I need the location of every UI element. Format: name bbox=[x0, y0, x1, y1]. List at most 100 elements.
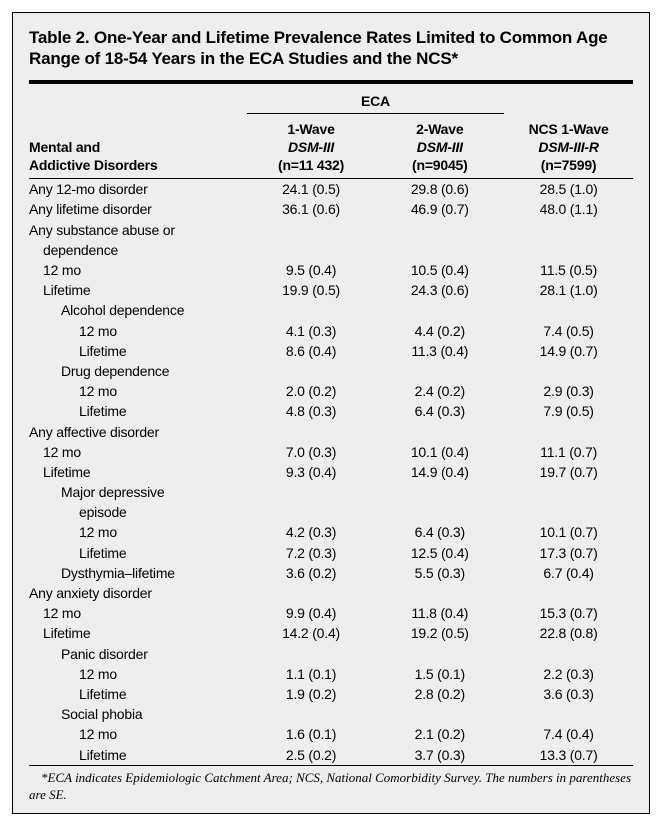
data-cell: 10.5 (0.4) bbox=[375, 260, 504, 280]
table-row: 12 mo9.5 (0.4)10.5 (0.4)11.5 (0.5) bbox=[29, 260, 633, 280]
data-cell: 2.4 (0.2) bbox=[375, 381, 504, 401]
data-cell bbox=[504, 704, 633, 724]
data-cell bbox=[504, 220, 633, 240]
data-cell: 1.6 (0.1) bbox=[247, 724, 376, 744]
table-row: dependence bbox=[29, 240, 633, 260]
data-cell bbox=[375, 482, 504, 502]
data-cell: 9.9 (0.4) bbox=[247, 603, 376, 623]
row-label: 12 mo bbox=[29, 381, 247, 401]
data-cell: 9.5 (0.4) bbox=[247, 260, 376, 280]
data-cell: 1.9 (0.2) bbox=[247, 684, 376, 704]
data-cell: 3.6 (0.3) bbox=[504, 684, 633, 704]
table-row: Any affective disorder bbox=[29, 422, 633, 442]
data-cell bbox=[504, 361, 633, 381]
data-cell: 14.9 (0.4) bbox=[375, 462, 504, 482]
row-label: Lifetime bbox=[29, 280, 247, 300]
data-cell: 6.7 (0.4) bbox=[504, 563, 633, 583]
data-cell: 14.9 (0.7) bbox=[504, 341, 633, 361]
data-cell: 28.5 (1.0) bbox=[504, 179, 633, 200]
row-label: Panic disorder bbox=[29, 644, 247, 664]
data-cell: 1.1 (0.1) bbox=[247, 664, 376, 684]
data-table: ECA Mental and Addictive Disorders 1-Wav… bbox=[29, 84, 633, 765]
row-label: Any lifetime disorder bbox=[29, 199, 247, 219]
data-cell bbox=[247, 644, 376, 664]
data-cell: 9.3 (0.4) bbox=[247, 462, 376, 482]
data-cell: 11.8 (0.4) bbox=[375, 603, 504, 623]
data-cell bbox=[247, 704, 376, 724]
row-label: dependence bbox=[29, 240, 247, 260]
data-cell: 36.1 (0.6) bbox=[247, 199, 376, 219]
data-cell: 2.1 (0.2) bbox=[375, 724, 504, 744]
data-cell: 3.6 (0.2) bbox=[247, 563, 376, 583]
data-cell: 17.3 (0.7) bbox=[504, 543, 633, 563]
data-cell: 7.9 (0.5) bbox=[504, 401, 633, 421]
table-row: Lifetime14.2 (0.4)19.2 (0.5)22.8 (0.8) bbox=[29, 623, 633, 643]
data-cell bbox=[375, 240, 504, 260]
row-label: Lifetime bbox=[29, 623, 247, 643]
data-cell bbox=[247, 240, 376, 260]
data-cell bbox=[247, 361, 376, 381]
table-row: Lifetime7.2 (0.3)12.5 (0.4)17.3 (0.7) bbox=[29, 543, 633, 563]
data-cell: 24.1 (0.5) bbox=[247, 179, 376, 200]
data-cell: 14.2 (0.4) bbox=[247, 623, 376, 643]
data-cell: 2.0 (0.2) bbox=[247, 381, 376, 401]
data-cell: 4.8 (0.3) bbox=[247, 401, 376, 421]
table-row: 12 mo7.0 (0.3)10.1 (0.4)11.1 (0.7) bbox=[29, 442, 633, 462]
data-cell: 4.2 (0.3) bbox=[247, 522, 376, 542]
row-label: Lifetime bbox=[29, 684, 247, 704]
col-2-header: 2-Wave DSM-III (n=9045) bbox=[375, 113, 504, 179]
table-row: 12 mo9.9 (0.4)11.8 (0.4)15.3 (0.7) bbox=[29, 603, 633, 623]
data-cell: 7.4 (0.4) bbox=[504, 724, 633, 744]
row-label: 12 mo bbox=[29, 664, 247, 684]
data-cell bbox=[375, 502, 504, 522]
rule-bottom-thin bbox=[29, 765, 633, 766]
row-label: 12 mo bbox=[29, 260, 247, 280]
data-cell: 28.1 (1.0) bbox=[504, 280, 633, 300]
data-cell bbox=[247, 220, 376, 240]
data-cell bbox=[504, 300, 633, 320]
data-cell: 7.0 (0.3) bbox=[247, 442, 376, 462]
data-cell: 19.9 (0.5) bbox=[247, 280, 376, 300]
table-row: Dysthymia–lifetime3.6 (0.2)5.5 (0.3)6.7 … bbox=[29, 563, 633, 583]
row-label: Lifetime bbox=[29, 543, 247, 563]
data-cell: 2.5 (0.2) bbox=[247, 745, 376, 765]
data-cell bbox=[247, 300, 376, 320]
row-label: Any 12-mo disorder bbox=[29, 179, 247, 200]
table-row: 12 mo4.2 (0.3)6.4 (0.3)10.1 (0.7) bbox=[29, 522, 633, 542]
data-cell: 6.4 (0.3) bbox=[375, 401, 504, 421]
row-label: 12 mo bbox=[29, 522, 247, 542]
data-cell: 5.5 (0.3) bbox=[375, 563, 504, 583]
table-footnote: *ECA indicates Epidemiologic Catchment A… bbox=[29, 770, 633, 804]
data-cell: 1.5 (0.1) bbox=[375, 664, 504, 684]
table-row: Major depressive bbox=[29, 482, 633, 502]
row-label: 12 mo bbox=[29, 724, 247, 744]
column-header-row: Mental and Addictive Disorders 1-Wave DS… bbox=[29, 113, 633, 179]
data-cell: 19.2 (0.5) bbox=[375, 623, 504, 643]
spanner-eca: ECA bbox=[247, 84, 505, 114]
row-label: 12 mo bbox=[29, 603, 247, 623]
data-cell bbox=[375, 644, 504, 664]
data-cell bbox=[504, 502, 633, 522]
row-label: episode bbox=[29, 502, 247, 522]
data-cell: 7.2 (0.3) bbox=[247, 543, 376, 563]
row-header-label: Mental and Addictive Disorders bbox=[29, 113, 247, 179]
row-label: Alcohol dependence bbox=[29, 300, 247, 320]
data-cell: 4.4 (0.2) bbox=[375, 321, 504, 341]
row-label: Lifetime bbox=[29, 462, 247, 482]
table-container: Table 2. One-Year and Lifetime Prevalenc… bbox=[12, 12, 650, 814]
data-cell bbox=[375, 422, 504, 442]
table-body: Any 12-mo disorder24.1 (0.5)29.8 (0.6)28… bbox=[29, 179, 633, 765]
spanner-row: ECA bbox=[29, 84, 633, 114]
table-row: 12 mo2.0 (0.2)2.4 (0.2)2.9 (0.3) bbox=[29, 381, 633, 401]
table-row: Lifetime2.5 (0.2)3.7 (0.3)13.3 (0.7) bbox=[29, 745, 633, 765]
data-cell bbox=[504, 644, 633, 664]
row-label: Dysthymia–lifetime bbox=[29, 563, 247, 583]
col-1-header: 1-Wave DSM-III (n=11 432) bbox=[247, 113, 376, 179]
table-title: Table 2. One-Year and Lifetime Prevalenc… bbox=[29, 27, 633, 70]
data-cell: 11.3 (0.4) bbox=[375, 341, 504, 361]
data-cell bbox=[375, 220, 504, 240]
row-label: Lifetime bbox=[29, 401, 247, 421]
data-cell bbox=[504, 240, 633, 260]
data-cell: 13.3 (0.7) bbox=[504, 745, 633, 765]
table-row: 12 mo1.1 (0.1)1.5 (0.1)2.2 (0.3) bbox=[29, 664, 633, 684]
